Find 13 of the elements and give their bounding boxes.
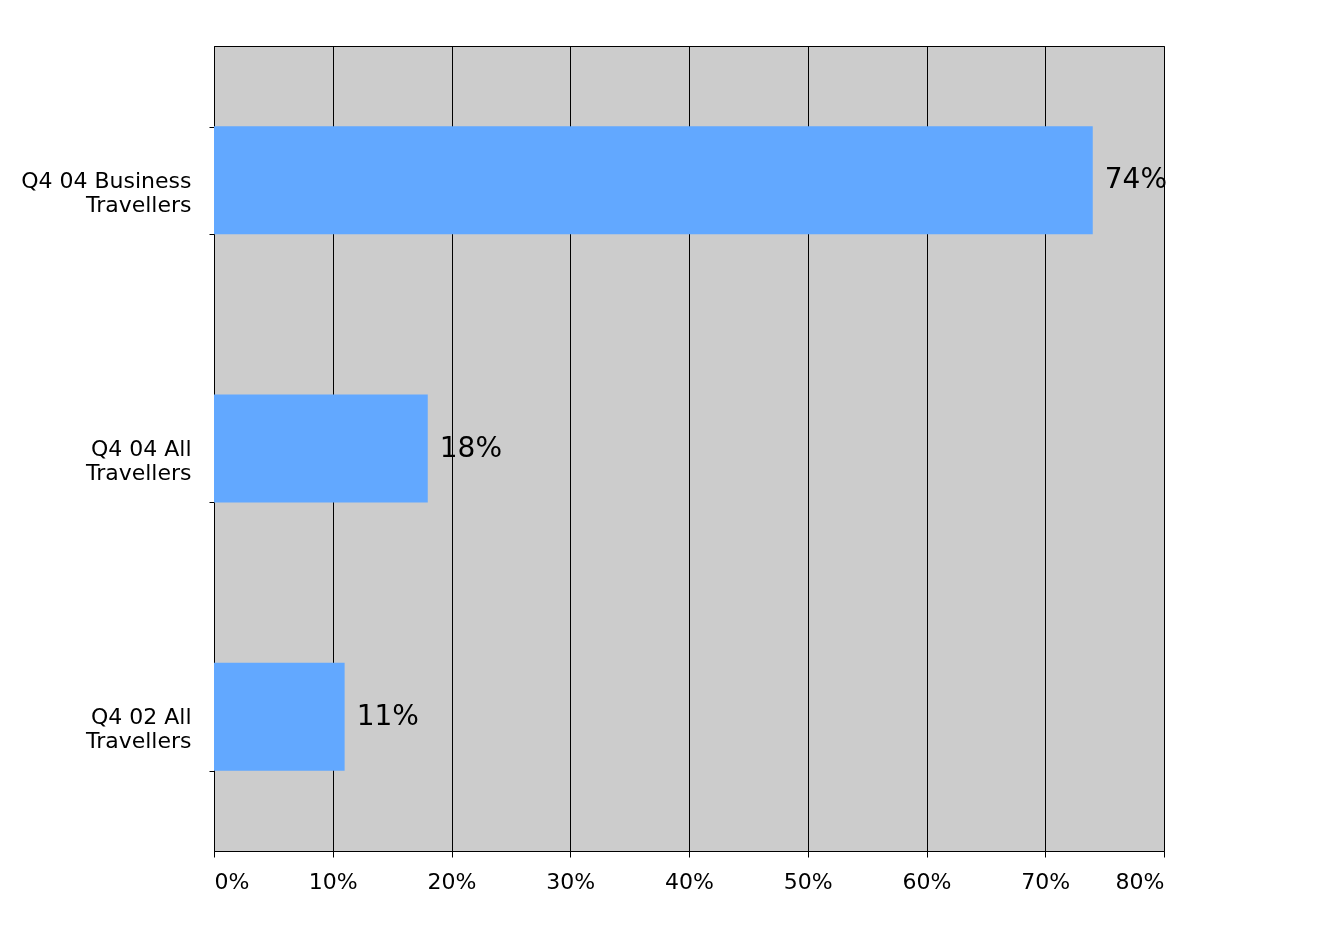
x-tick-label: 80% — [1115, 868, 1165, 894]
y-tick-label: Q4 02 All Travellers — [84, 704, 192, 754]
x-tick-label: 50% — [783, 868, 833, 894]
x-tick-label: 0% — [214, 868, 250, 894]
x-tick-label: 20% — [427, 868, 477, 894]
x-tick-label: 40% — [665, 868, 714, 894]
y-tick-label: Q4 04 All Travellers — [84, 436, 192, 485]
x-tick-label: 70% — [1021, 868, 1071, 894]
x-tick-label: 10% — [308, 868, 358, 894]
x-tick-label: 60% — [902, 868, 952, 894]
data-label: 11% — [356, 698, 419, 732]
y-tick-label: Q4 04 Business Travellers — [21, 167, 192, 217]
x-tick-label: 30% — [546, 868, 596, 894]
